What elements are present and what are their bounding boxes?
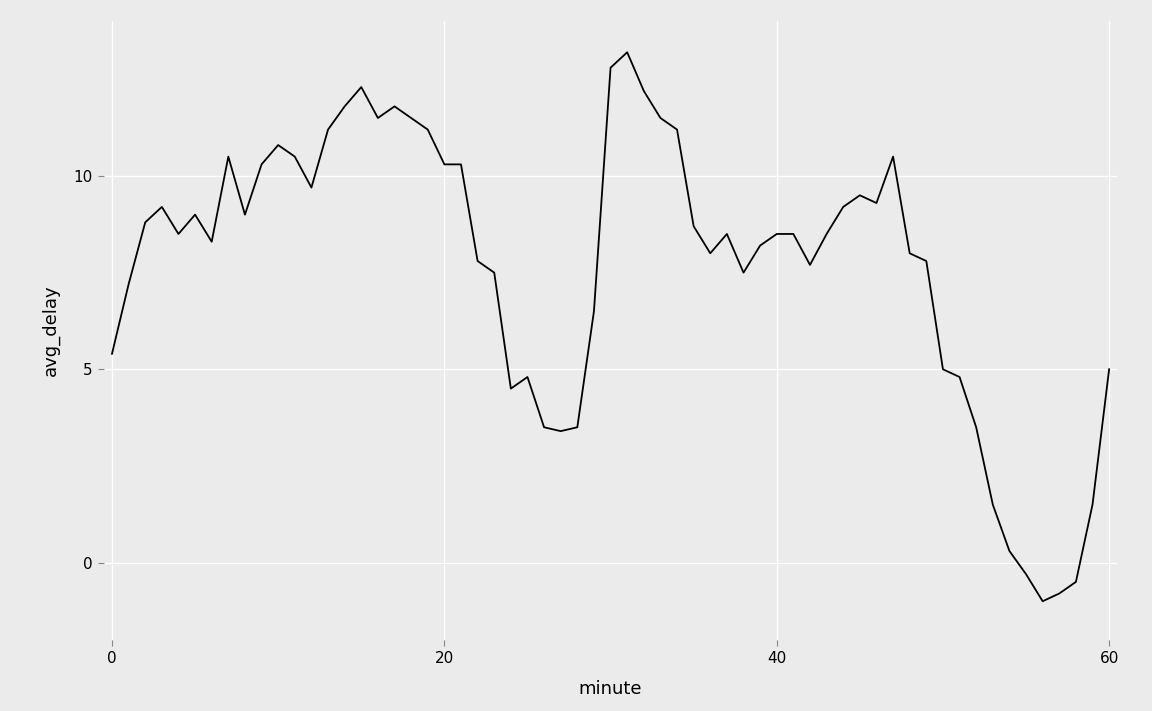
Y-axis label: avg_delay: avg_delay [41, 285, 60, 376]
X-axis label: minute: minute [578, 680, 643, 698]
